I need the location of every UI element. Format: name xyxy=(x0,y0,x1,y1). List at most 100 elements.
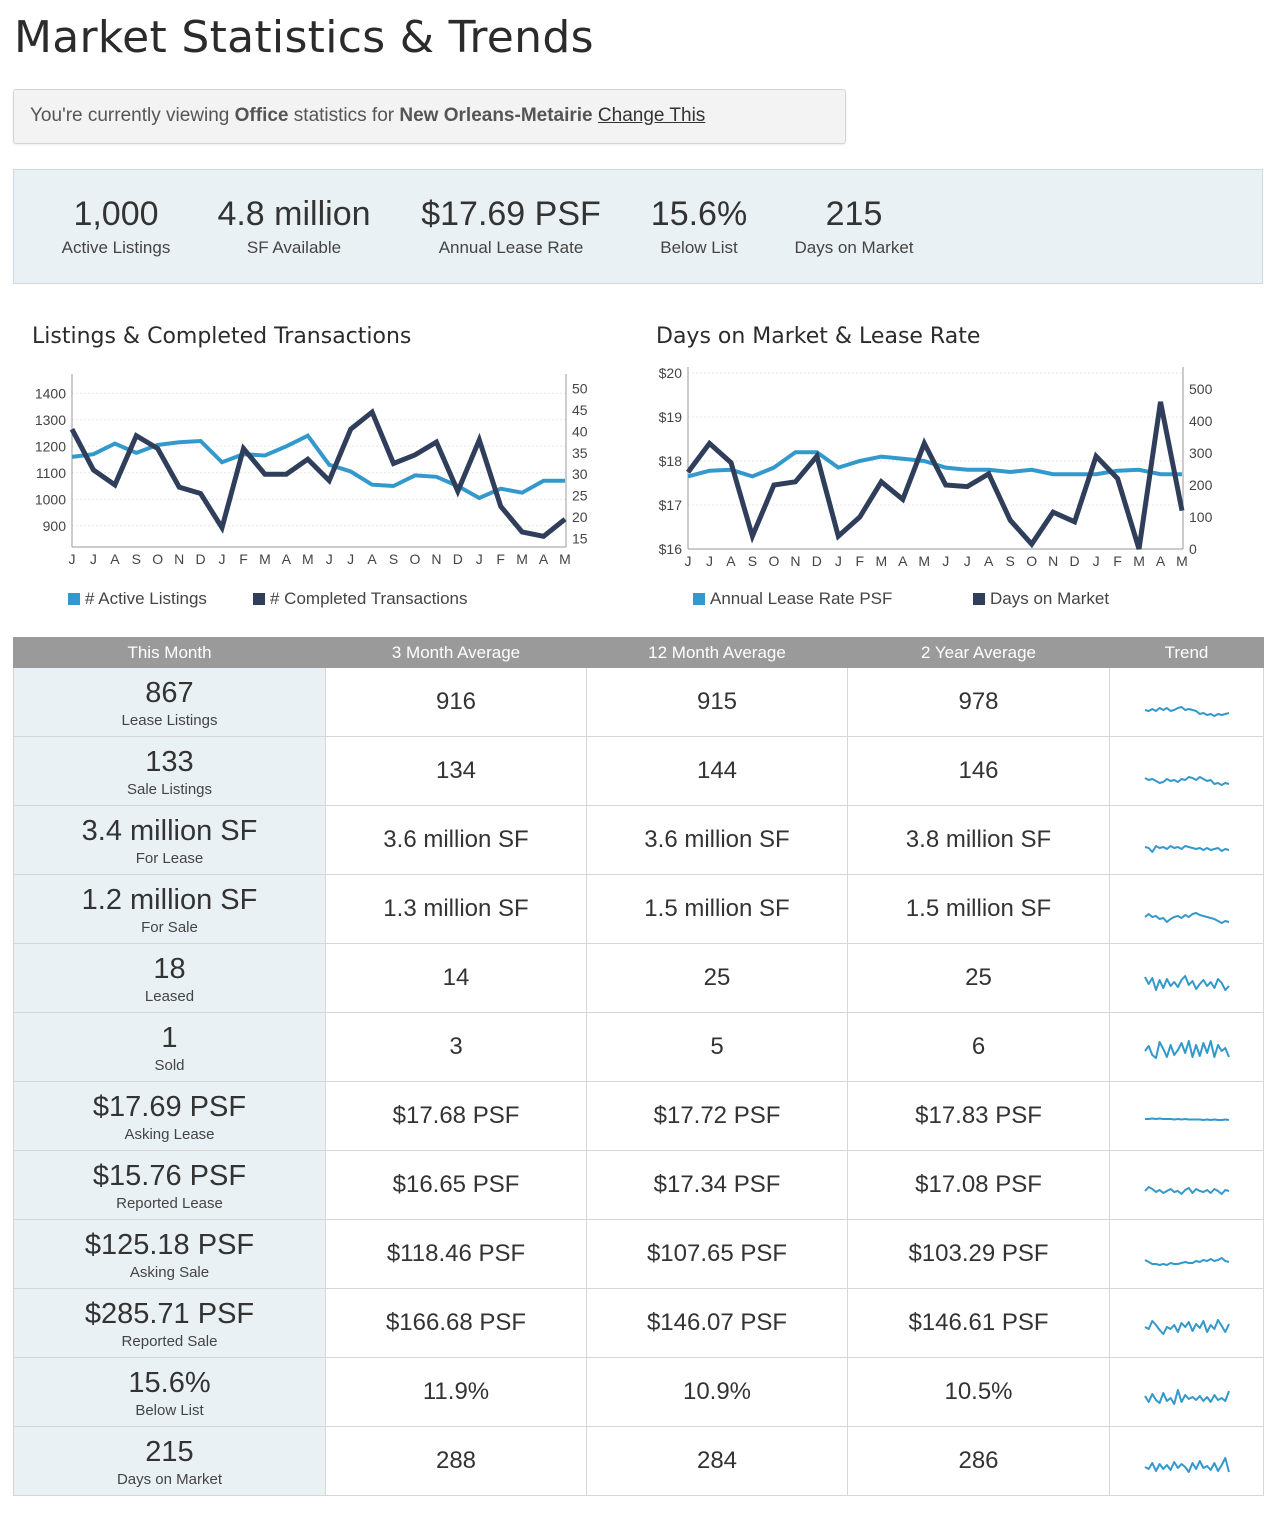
avg3-cell: 3.6 million SF xyxy=(325,805,587,875)
metric-label: Sale Listings xyxy=(126,780,213,798)
avg3-cell: 134 xyxy=(325,736,587,806)
x-tick-label: J xyxy=(835,553,842,569)
trend-cell xyxy=(1109,1219,1264,1289)
right-tick-label: 30 xyxy=(572,466,588,482)
trend-line xyxy=(1144,845,1229,853)
x-tick-label: J xyxy=(219,551,226,567)
right-tick-label: 35 xyxy=(572,445,588,461)
header-2-year-average: 2 Year Average xyxy=(847,637,1110,668)
summary-value: 1,000 xyxy=(73,195,159,233)
table-row: 3.4 million SF For Lease 3.6 million SF 3.6… xyxy=(13,805,1264,875)
summary-sf-available: 4.8 million SF Available xyxy=(211,192,377,258)
x-tick-label: S xyxy=(1006,553,1015,569)
trend-cell xyxy=(1109,1357,1264,1427)
summary-label: Days on Market xyxy=(794,238,914,257)
table-row: $17.69 PSF Asking Lease $17.68 PSF $17.72 P… xyxy=(13,1081,1264,1151)
avg12-cell: 144 xyxy=(586,736,848,806)
x-tick-label: A xyxy=(110,551,120,567)
legend-item-annual-lease-rate: Annual Lease Rate PSF xyxy=(693,589,892,609)
avg24-cell: 6 xyxy=(847,1012,1110,1082)
x-tick-label: M xyxy=(259,551,271,567)
table-row: 15.6% Below List 11.9% 10.9% 10.5% xyxy=(13,1357,1264,1427)
x-tick-label: J xyxy=(706,553,713,569)
right-tick-label: 400 xyxy=(1189,413,1213,429)
summary-value: 15.6% xyxy=(650,195,748,233)
trend-line xyxy=(1143,1389,1230,1405)
trend-sparkline xyxy=(1143,1186,1229,1195)
right-tick-label: 15 xyxy=(572,530,588,546)
trend-cell xyxy=(1109,874,1264,944)
trend-sparkline xyxy=(1144,776,1229,786)
trend-sparkline xyxy=(1143,912,1229,924)
x-tick-label: J xyxy=(942,553,949,569)
avg24-cell: $17.83 PSF xyxy=(847,1081,1110,1151)
summary-label: Active Listings xyxy=(61,238,171,257)
context-market: New Orleans-Metairie xyxy=(399,105,593,126)
trend-line xyxy=(1143,1186,1229,1195)
avg24-cell: $103.29 PSF xyxy=(847,1219,1110,1289)
this-month-cell: 1.2 million SF For Sale xyxy=(13,874,326,944)
trend-sparkline xyxy=(1144,845,1229,853)
right-tick-label: 200 xyxy=(1189,477,1213,493)
table-row: 1 Sold 3 5 6 xyxy=(13,1012,1264,1082)
series-line-dark xyxy=(685,401,1185,550)
trend-cell xyxy=(1109,805,1264,875)
x-tick-label: D xyxy=(812,553,822,569)
legend-swatch xyxy=(68,593,80,605)
x-tick-label: J xyxy=(476,551,483,567)
trend-line xyxy=(1144,1117,1229,1121)
table-header-row: This Month 3 Month Average 12 Month Aver… xyxy=(13,637,1264,668)
table-row: 1.2 million SF For Sale 1.3 million SF 1.5 … xyxy=(13,874,1264,944)
context-bar: You're currently viewing Office statisti… xyxy=(13,89,846,144)
right-tick-label: 100 xyxy=(1189,509,1213,525)
table-row: $285.71 PSF Reported Sale $166.68 PSF $146.… xyxy=(13,1288,1264,1358)
page-title: Market Statistics & Trends xyxy=(14,12,594,63)
x-tick-label: A xyxy=(367,551,377,567)
left-tick-label: $19 xyxy=(659,409,683,425)
trend-line xyxy=(1144,1319,1230,1335)
right-tick-label: 45 xyxy=(572,402,588,418)
table-row: $15.76 PSF Reported Lease $16.65 PSF $17.34… xyxy=(13,1150,1264,1220)
x-tick-label: N xyxy=(431,551,441,567)
this-month-cell: $17.69 PSF Asking Lease xyxy=(13,1081,326,1151)
this-month-cell: $15.76 PSF Reported Lease xyxy=(13,1150,326,1220)
this-month-value: $15.76 PSF xyxy=(92,1159,247,1192)
x-tick-label: A xyxy=(898,553,908,569)
avg3-cell: 11.9% xyxy=(325,1357,587,1427)
this-month-cell: 133 Sale Listings xyxy=(13,736,326,806)
metric-label: For Sale xyxy=(141,918,198,936)
legend-swatch xyxy=(253,593,265,605)
left-tick-label: 1000 xyxy=(35,491,66,507)
legend-label: Annual Lease Rate PSF xyxy=(710,589,893,608)
trend-cell xyxy=(1109,1288,1264,1358)
trend-sparkline xyxy=(1144,1319,1230,1335)
trend-cell xyxy=(1109,1081,1264,1151)
summary-label: Annual Lease Rate xyxy=(438,238,584,257)
x-tick-label: J xyxy=(964,553,971,569)
x-tick-label: N xyxy=(790,553,800,569)
avg24-cell: $17.08 PSF xyxy=(847,1150,1110,1220)
summary-active-listings: 1,000 Active Listings xyxy=(56,192,176,258)
this-month-value: 1.2 million SF xyxy=(81,883,258,916)
x-tick-label: M xyxy=(1133,553,1145,569)
x-tick-label: J xyxy=(90,551,97,567)
x-tick-label: D xyxy=(1070,553,1080,569)
table-row: 867 Lease Listings 916 915 978 xyxy=(13,667,1264,737)
right-tick-label: 20 xyxy=(572,509,588,525)
change-market-link[interactable]: Change This xyxy=(597,105,706,126)
avg3-cell: 288 xyxy=(325,1426,587,1496)
trend-line xyxy=(1143,975,1230,991)
trend-sparkline xyxy=(1144,706,1229,717)
series-line-dark xyxy=(69,408,567,539)
summary-panel: 1,000 Active Listings 4.8 million SF Ava… xyxy=(13,169,1263,284)
metric-label: For Lease xyxy=(135,849,204,867)
x-tick-label: M xyxy=(1176,553,1188,569)
metric-label: Lease Listings xyxy=(121,711,218,729)
x-tick-label: O xyxy=(1026,553,1037,569)
this-month-cell: $125.18 PSF Asking Sale xyxy=(13,1219,326,1289)
this-month-cell: 1 Sold xyxy=(13,1012,326,1082)
header-trend: Trend xyxy=(1109,637,1264,668)
x-tick-label: D xyxy=(196,551,206,567)
avg12-cell: 25 xyxy=(586,943,848,1013)
